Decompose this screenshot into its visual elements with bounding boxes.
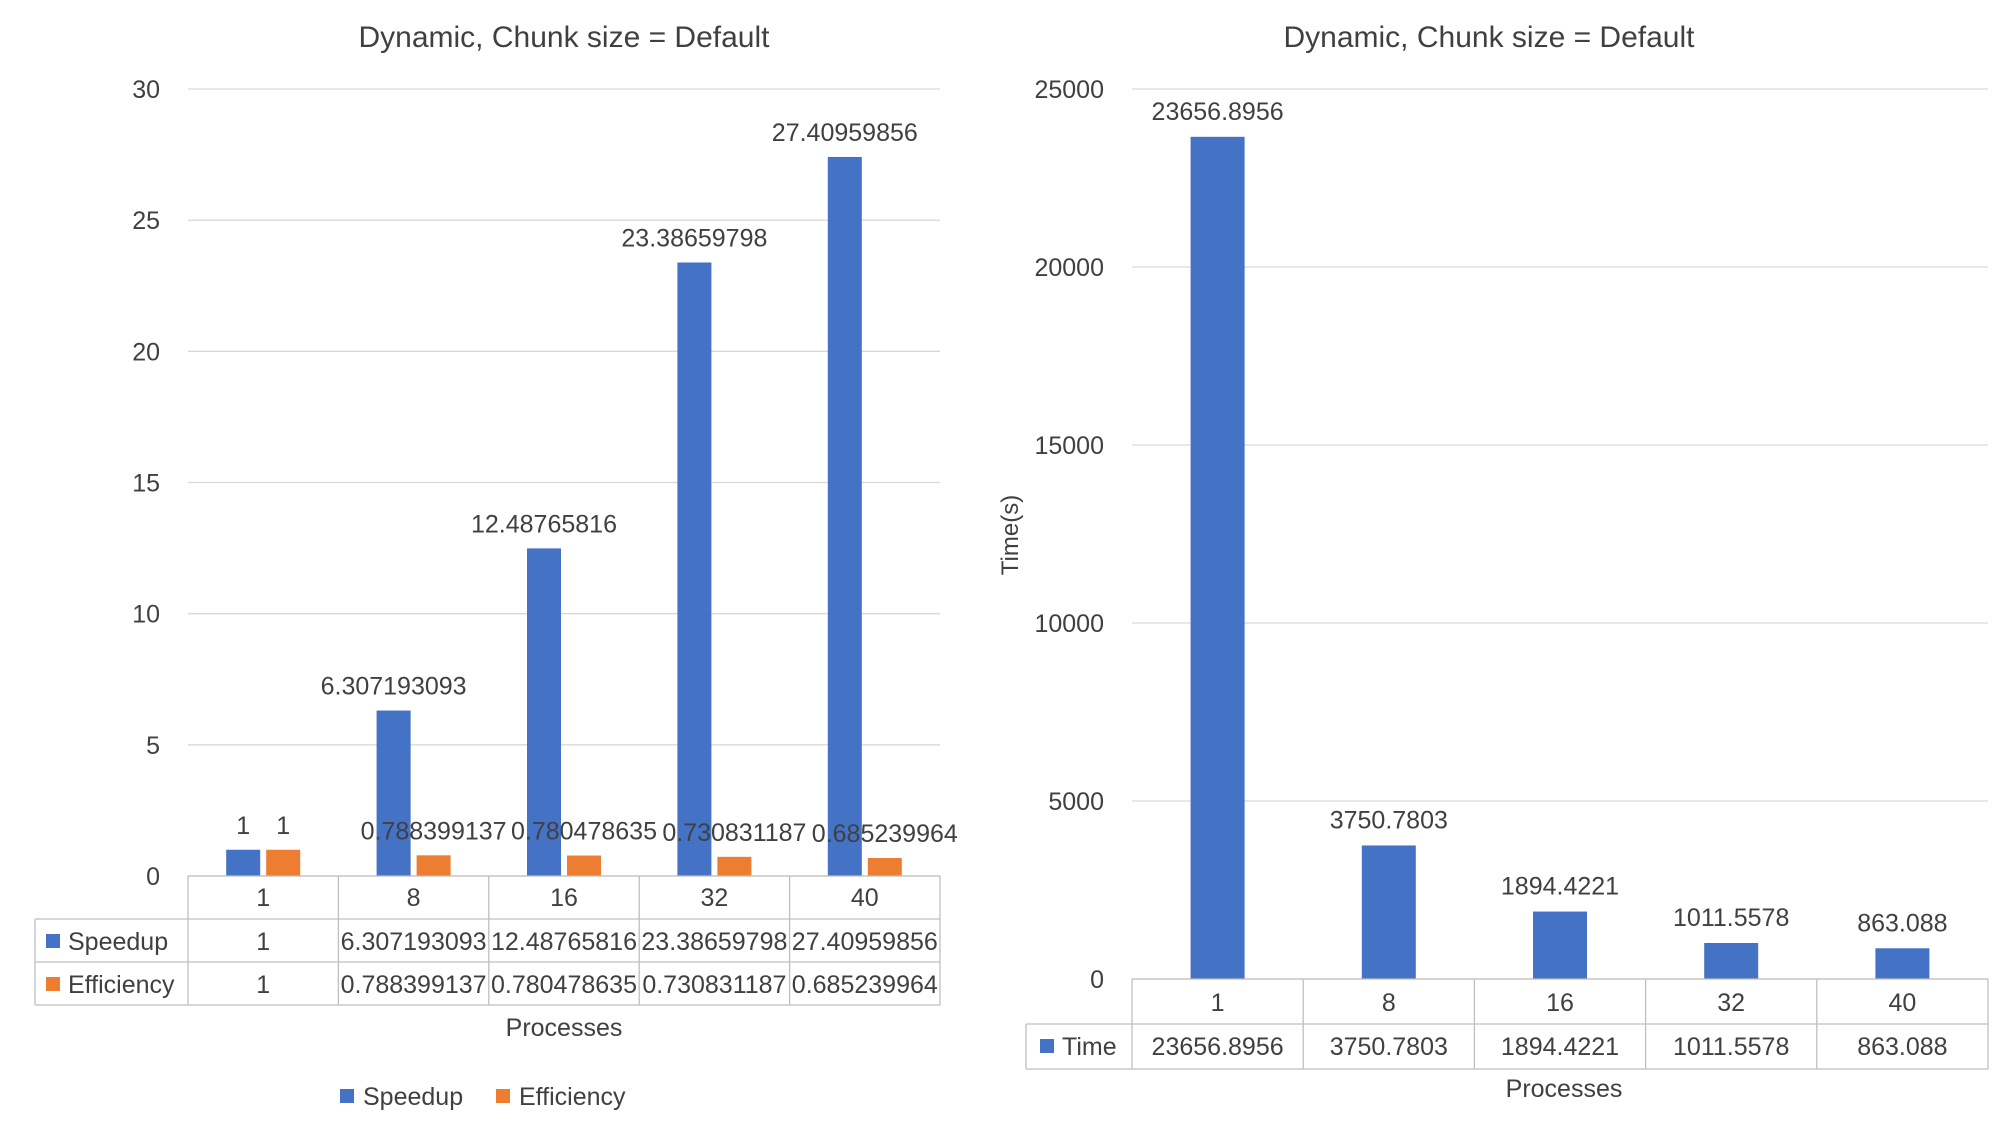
data-label: 27.40959856 bbox=[772, 119, 918, 147]
speedup-bar bbox=[376, 710, 411, 876]
efficiency-bar bbox=[416, 855, 451, 876]
data-label: 6.307193093 bbox=[321, 673, 467, 701]
table-series-name: Efficiency bbox=[68, 971, 175, 999]
efficiency-bar bbox=[717, 856, 752, 876]
time-bar bbox=[1533, 911, 1587, 979]
y-tick-label: 20 bbox=[132, 338, 160, 366]
chart-title: Dynamic, Chunk size = Default bbox=[1283, 21, 1695, 54]
data-label: 863.088 bbox=[1857, 909, 1947, 937]
time-bar bbox=[1361, 845, 1416, 979]
y-tick-label: 10 bbox=[132, 601, 160, 629]
time-chart: Dynamic, Chunk size = Default 0 5000 10000… bbox=[1000, 21, 1989, 1103]
y-axis-ticks: 0 5000 10000 15000 20000 25000 bbox=[1034, 76, 1104, 994]
bars bbox=[226, 156, 902, 877]
data-label: 0.788399137 bbox=[361, 817, 507, 845]
legend-key bbox=[46, 977, 60, 991]
x-axis-title: Processes bbox=[506, 1014, 623, 1042]
table-cell: 0.730831187 bbox=[642, 971, 786, 999]
data-label: 12.48765816 bbox=[471, 510, 617, 538]
y-tick-label: 5000 bbox=[1048, 788, 1104, 816]
gridlines bbox=[1132, 88, 1988, 980]
y-tick-label: 15 bbox=[132, 470, 160, 498]
table-cell: 0.685239964 bbox=[792, 971, 938, 999]
x-axis-title: Processes bbox=[1506, 1075, 1623, 1103]
data-label: 23656.8956 bbox=[1152, 98, 1284, 126]
gridlines bbox=[188, 88, 940, 877]
speedup-bar bbox=[677, 262, 712, 876]
chart-title: Dynamic, Chunk size = Default bbox=[358, 21, 770, 54]
speedup-bar bbox=[827, 156, 862, 877]
y-tick-label: 30 bbox=[132, 76, 160, 104]
data-label: 3750.7803 bbox=[1330, 806, 1448, 834]
y-tick-label: 20000 bbox=[1034, 254, 1104, 282]
y-tick-label: 0 bbox=[1090, 966, 1104, 994]
table-series-name: Speedup bbox=[68, 928, 168, 956]
x-tick-label: 8 bbox=[407, 884, 421, 912]
data-label: 1 bbox=[236, 812, 250, 840]
table-cell: 27.40959856 bbox=[792, 928, 938, 956]
data-label: 0.730831187 bbox=[662, 819, 806, 847]
table-cell: 1 bbox=[256, 928, 270, 956]
data-label: 0.685239964 bbox=[812, 820, 958, 848]
time-bar bbox=[1190, 136, 1245, 979]
legend: Speedup Efficiency bbox=[340, 1083, 626, 1111]
data-labels: 23656.8956 3750.7803 1894.4221 1011.5578 863… bbox=[1152, 98, 1948, 937]
legend-label: Speedup bbox=[363, 1083, 463, 1111]
time-bar bbox=[1704, 942, 1759, 979]
speedup-bar bbox=[527, 548, 561, 876]
efficiency-bar bbox=[567, 855, 601, 876]
y-tick-label: 25 bbox=[132, 207, 160, 235]
y-tick-label: 10000 bbox=[1034, 610, 1104, 638]
table-cell: 1 bbox=[256, 971, 270, 999]
y-tick-label: 15000 bbox=[1034, 432, 1104, 460]
y-tick-label: 25000 bbox=[1034, 76, 1104, 104]
x-tick-label: 40 bbox=[851, 884, 879, 912]
legend-key bbox=[46, 934, 60, 948]
table-cell: 6.307193093 bbox=[341, 928, 487, 956]
x-tick-label: 40 bbox=[1888, 989, 1916, 1017]
legend-key bbox=[1040, 1039, 1054, 1053]
x-tick-label: 16 bbox=[1546, 989, 1574, 1017]
x-tick-label: 1 bbox=[1211, 989, 1225, 1017]
table-cell: 0.780478635 bbox=[491, 971, 637, 999]
data-table: 1 8 16 32 40 Speedup 1 6.307193093 12.48765816 23… bbox=[34, 875, 941, 1006]
table-cell: 0.788399137 bbox=[341, 971, 487, 999]
legend-swatch bbox=[496, 1089, 510, 1103]
y-tick-label: 0 bbox=[146, 863, 160, 891]
data-table: 1 8 16 32 40 Time 23656.8956 3750.7803 1894.4221… bbox=[1025, 978, 1989, 1070]
legend-label: Efficiency bbox=[519, 1083, 626, 1111]
efficiency-bar bbox=[266, 849, 301, 876]
table-cell: 23656.8956 bbox=[1152, 1033, 1284, 1061]
data-label: 0.780478635 bbox=[511, 818, 657, 846]
x-tick-label: 16 bbox=[550, 884, 578, 912]
x-tick-label: 32 bbox=[1717, 989, 1745, 1017]
table-cell: 23.38659798 bbox=[641, 928, 787, 956]
speedup-efficiency-chart: Dynamic, Chunk size = Default 0 5 10 15 20 25… bbox=[34, 21, 958, 1111]
data-labels: 1 6.307193093 12.48765816 23.38659798 27.409… bbox=[236, 119, 958, 848]
data-label: 23.38659798 bbox=[621, 224, 767, 252]
y-tick-label: 5 bbox=[146, 732, 160, 760]
table-cell: 1011.5578 bbox=[1673, 1033, 1789, 1061]
efficiency-bar bbox=[867, 858, 902, 876]
table-cell: 1894.4221 bbox=[1501, 1033, 1619, 1061]
data-label: 1 bbox=[276, 812, 290, 840]
x-tick-label: 32 bbox=[700, 884, 728, 912]
data-label: 1011.5578 bbox=[1673, 904, 1789, 932]
data-label: 1894.4221 bbox=[1501, 873, 1619, 901]
table-cell: 12.48765816 bbox=[491, 928, 637, 956]
table-cell: 3750.7803 bbox=[1330, 1033, 1448, 1061]
bars bbox=[1190, 136, 1930, 979]
table-cell: 863.088 bbox=[1857, 1033, 1947, 1061]
x-tick-label: 1 bbox=[256, 884, 270, 912]
time-bar bbox=[1875, 948, 1930, 979]
table-series-name: Time bbox=[1062, 1033, 1117, 1061]
x-tick-label: 8 bbox=[1382, 989, 1396, 1017]
speedup-bar bbox=[226, 849, 261, 876]
y-axis-title: Time(s) bbox=[1000, 495, 1024, 575]
y-axis-ticks: 0 5 10 15 20 25 30 bbox=[132, 76, 160, 891]
legend-swatch bbox=[340, 1089, 354, 1103]
